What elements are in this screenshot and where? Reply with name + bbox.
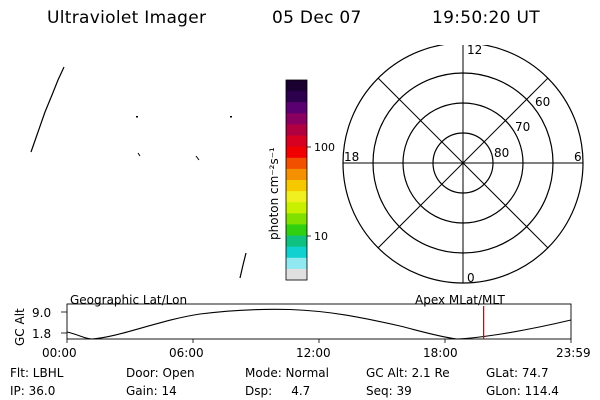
- info-gain: Gain: 14: [126, 384, 177, 398]
- coastline-fragment: [195, 155, 200, 161]
- mlt-label-12: 12: [467, 45, 482, 57]
- geographic-image-panel: [30, 66, 247, 279]
- info-gc-alt: GC Alt: 2.1 Re: [366, 366, 450, 380]
- instrument-title: Ultraviolet Imager: [47, 8, 207, 28]
- info-flt: Flt: LBHL: [10, 366, 64, 380]
- colorbar-segment: [286, 124, 307, 137]
- colorbar-segment: [286, 213, 307, 226]
- strip-xtick-1800: 18:00: [423, 346, 458, 360]
- colorbar-unit-label: photon cm⁻²s⁻¹: [267, 147, 281, 240]
- coastline-fragment: [137, 152, 141, 157]
- colorbar-segment: [286, 202, 307, 214]
- colorbar-segment: [286, 91, 307, 103]
- coastline-fragment: [30, 66, 65, 153]
- strip-ytick-9: 9.0: [32, 306, 51, 320]
- lat-label-80: 80: [494, 146, 509, 160]
- altitude-curve: [66, 308, 572, 340]
- info-glat: GLat: 74.7: [486, 366, 549, 380]
- strip-left-label: Geographic Lat/Lon: [70, 293, 188, 307]
- info-mode: Mode: Normal: [245, 366, 329, 380]
- colorbar-segment: [286, 257, 307, 270]
- info-dsp: Dsp: 4.7: [245, 384, 311, 398]
- strip-frame: [66, 303, 572, 340]
- colorbar-segment: [286, 113, 307, 126]
- colorbar-segment: [286, 80, 307, 92]
- colorbar-tick-100: 100: [314, 141, 335, 154]
- coastline-fragment: [136, 116, 138, 118]
- colorbar-segment: [286, 180, 307, 192]
- colorbar-segment: [286, 168, 307, 181]
- colorbar-frame: [285, 79, 308, 281]
- mlt-label-18: 18: [344, 150, 359, 164]
- mlt-label-6: 6: [574, 150, 582, 164]
- altitude-strip: GC Alt 9.0 1.8: [13, 303, 572, 346]
- strip-y-label: GC Alt: [13, 308, 27, 346]
- colorbar-tick-10: 10: [314, 230, 328, 243]
- colorbar-segment: [286, 157, 307, 170]
- colorbar-segment: [286, 224, 307, 237]
- strip-right-label: Apex MLat/MLT: [415, 293, 505, 307]
- polar-diagonal: [377, 77, 549, 249]
- colorbar-segment: [286, 235, 307, 248]
- colorbar-segment: [286, 135, 307, 148]
- time-label: 19:50:20 UT: [432, 8, 540, 28]
- colorbar-segment: [286, 246, 307, 259]
- info-seq: Seq: 39: [366, 384, 412, 398]
- lat-label-70: 70: [515, 120, 530, 134]
- info-ip: IP: 36.0: [10, 384, 56, 398]
- colorbar-segment: [286, 146, 307, 159]
- strip-xtick-1200: 12:00: [296, 346, 331, 360]
- colorbar-segment: [286, 268, 307, 281]
- info-glon: GLon: 114.4: [486, 384, 559, 398]
- strip-xtick-2359: 23:59: [556, 346, 591, 360]
- date-label: 05 Dec 07: [272, 8, 362, 28]
- coastline-fragment: [239, 252, 247, 279]
- colorbar: 100 10 photon cm⁻²s⁻¹: [267, 79, 335, 281]
- strip-ytick-1.8: 1.8: [32, 327, 51, 341]
- polar-plot: 12 0 18 6 60 70 80: [342, 45, 584, 285]
- lat-label-60: 60: [535, 95, 550, 109]
- colorbar-gradient: [286, 80, 307, 281]
- mlt-label-0: 0: [467, 271, 475, 285]
- colorbar-segment: [286, 102, 307, 114]
- colorbar-segment: [286, 191, 307, 203]
- info-door: Door: Open: [126, 366, 195, 380]
- strip-xtick-0600: 06:00: [169, 346, 204, 360]
- coastline-fragment: [230, 116, 232, 118]
- strip-xtick-0000: 00:00: [42, 346, 77, 360]
